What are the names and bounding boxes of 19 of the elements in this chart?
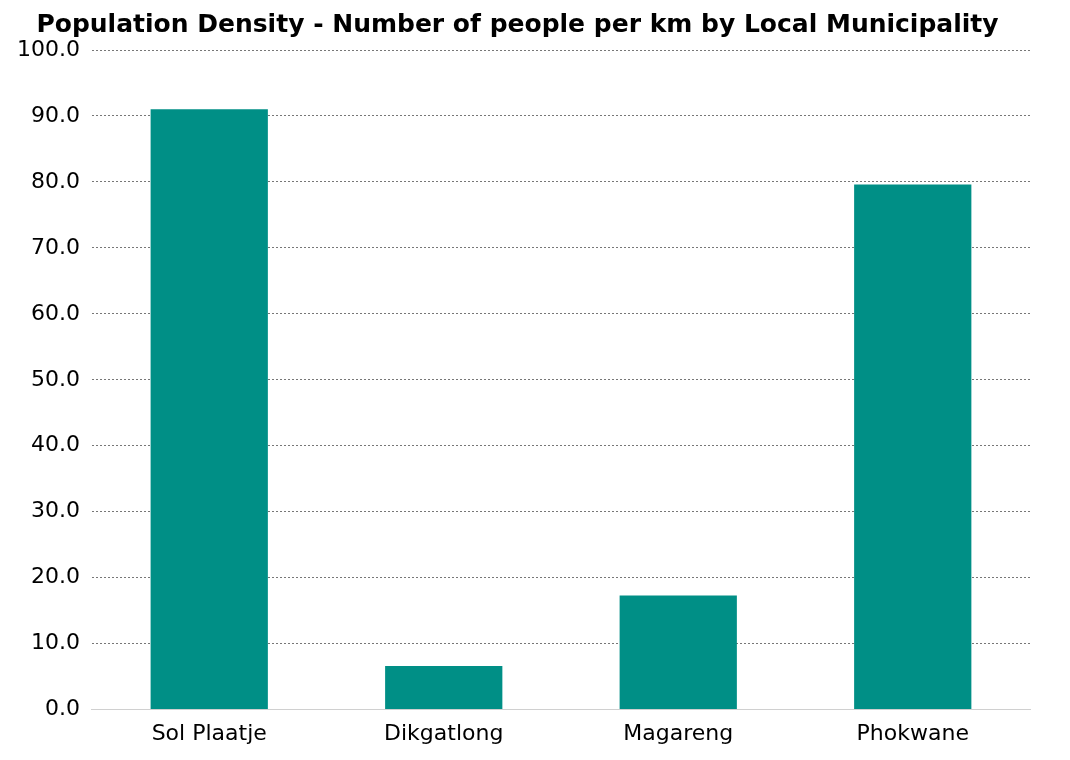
x-tick-label: Dikgatlong: [384, 719, 504, 745]
y-tick-label: 50.0: [31, 365, 80, 391]
bar: [619, 595, 737, 710]
bar: [150, 109, 268, 710]
chart-title: Population Density - Number of people per km by Local Municipality: [36, 8, 999, 38]
y-tick-label: 90.0: [31, 101, 80, 127]
bar: [385, 666, 503, 710]
y-tick-label: 30.0: [31, 497, 80, 523]
y-tick-label: 80.0: [31, 167, 80, 193]
x-tick-label: Phokwane: [856, 719, 969, 745]
y-tick-label: 10.0: [31, 629, 80, 655]
y-tick-label: 0.0: [44, 695, 80, 721]
y-tick-label: 40.0: [31, 431, 80, 457]
y-tick-label: 70.0: [31, 233, 80, 259]
x-tick-label: Magareng: [623, 719, 734, 745]
y-tick-label: 60.0: [31, 299, 80, 325]
bar: [854, 184, 972, 710]
x-tick-label: Sol Plaatje: [151, 719, 267, 745]
y-tick-label: 20.0: [31, 563, 80, 589]
